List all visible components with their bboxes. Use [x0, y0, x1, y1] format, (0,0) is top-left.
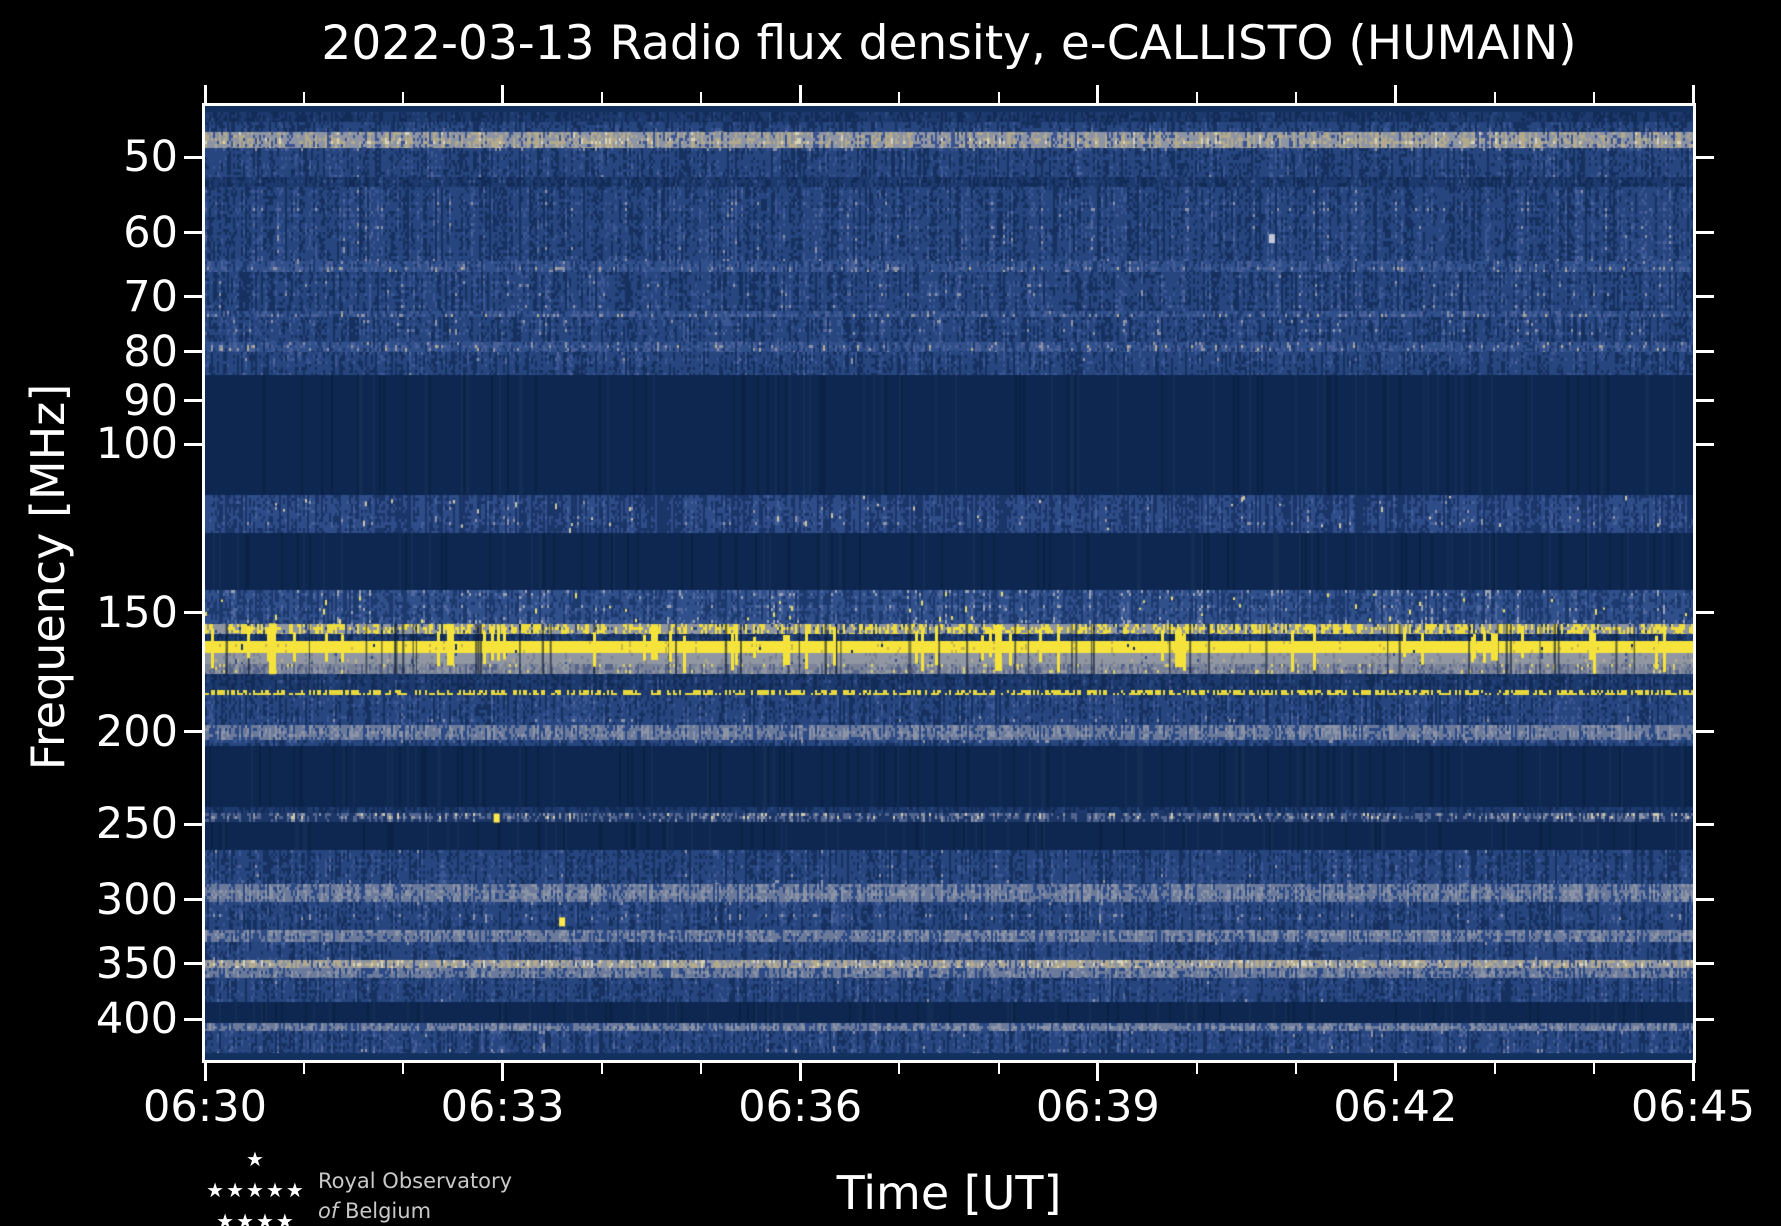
y-major-tick	[184, 231, 202, 235]
y-major-tick	[184, 730, 202, 734]
y-major-tick-right	[1696, 231, 1714, 235]
x-tick-label: 06:33	[440, 1082, 565, 1132]
y-major-tick-right	[1696, 155, 1714, 159]
y-tick-label: 70	[123, 271, 178, 322]
y-major-tick-right	[1696, 1017, 1714, 1021]
x-minor-tick	[1592, 1063, 1595, 1074]
plot-frame	[202, 103, 1696, 1063]
x-minor-tick-top	[303, 92, 306, 103]
y-tick-label: 90	[123, 375, 178, 426]
spectrogram-canvas	[205, 106, 1693, 1060]
x-minor-tick	[1493, 1063, 1496, 1074]
x-minor-tick-top	[700, 92, 702, 103]
y-major-tick	[184, 350, 202, 354]
y-major-tick-right	[1696, 611, 1714, 614]
y-tick-label: 200	[95, 706, 178, 757]
y-tick-label: 300	[95, 874, 178, 925]
x-minor-tick	[1196, 1063, 1198, 1074]
x-minor-tick	[402, 1063, 405, 1074]
rob-logo-text: Royal Observatory of Belgium	[318, 1166, 512, 1226]
rob-logo-line1: Royal Observatory	[318, 1169, 513, 1193]
y-major-tick	[184, 1017, 202, 1021]
y-tick-label: 250	[95, 799, 178, 850]
x-major-tick	[203, 1063, 207, 1081]
y-major-tick-right	[1696, 295, 1714, 299]
y-major-tick	[184, 442, 202, 446]
y-major-tick	[184, 399, 202, 403]
x-major-tick-top	[1393, 85, 1397, 103]
y-major-tick	[184, 962, 202, 966]
x-tick-label: 06:45	[1631, 1082, 1755, 1132]
x-minor-tick-top	[1196, 92, 1198, 103]
y-tick-label: 80	[123, 326, 178, 377]
x-major-tick-top	[1096, 85, 1100, 103]
x-minor-tick	[1295, 1063, 1298, 1074]
x-major-tick-top	[501, 85, 505, 103]
x-tick-label: 06:42	[1333, 1082, 1458, 1132]
x-tick-label: 06:36	[738, 1082, 863, 1132]
x-tick-label: 06:30	[143, 1082, 267, 1132]
y-tick-label: 350	[95, 938, 178, 989]
y-major-tick-right	[1696, 962, 1714, 966]
y-major-tick-right	[1696, 822, 1714, 826]
x-minor-tick	[898, 1063, 901, 1074]
chart-title: 2022-03-13 Radio flux density, e-CALLIST…	[321, 16, 1577, 71]
x-minor-tick	[997, 1063, 1000, 1074]
y-major-tick	[184, 155, 202, 159]
x-minor-tick-top	[1295, 92, 1298, 103]
y-tick-label: 150	[95, 587, 178, 638]
y-major-tick-right	[1696, 898, 1714, 902]
y-major-tick	[184, 295, 202, 299]
rob-logo-line2: of Belgium	[318, 1199, 432, 1223]
y-major-tick-right	[1696, 442, 1714, 446]
rob-logo-stars: ★ ★★★★★ ★★★★	[204, 1144, 308, 1226]
x-minor-tick	[600, 1063, 603, 1074]
x-minor-tick-top	[600, 92, 603, 103]
y-major-tick	[184, 822, 202, 826]
x-major-tick	[1691, 1063, 1695, 1081]
star-row: ★	[246, 1147, 266, 1171]
star-row: ★★★★★	[206, 1178, 306, 1202]
x-major-tick-top	[1691, 85, 1695, 103]
x-major-tick	[501, 1063, 505, 1081]
x-minor-tick-top	[997, 92, 1000, 103]
y-major-tick	[184, 898, 202, 902]
y-major-tick	[184, 611, 202, 614]
x-major-tick-top	[798, 85, 802, 103]
x-minor-tick	[303, 1063, 306, 1074]
x-minor-tick	[700, 1063, 702, 1074]
x-minor-tick-top	[898, 92, 901, 103]
y-tick-label: 50	[123, 132, 178, 183]
x-tick-label: 06:39	[1035, 1082, 1160, 1132]
y-tick-label: 60	[123, 207, 178, 258]
star-row: ★★★★	[216, 1209, 296, 1226]
y-tick-label: 100	[95, 419, 178, 470]
y-major-tick-right	[1696, 399, 1714, 403]
y-tick-label: 400	[95, 994, 178, 1045]
x-major-tick	[1393, 1063, 1397, 1081]
x-axis-label: Time [UT]	[836, 1166, 1062, 1220]
x-minor-tick-top	[1592, 92, 1595, 103]
x-major-tick	[1096, 1063, 1100, 1081]
x-minor-tick-top	[1493, 92, 1496, 103]
y-major-tick-right	[1696, 350, 1714, 354]
y-major-tick-right	[1696, 730, 1714, 734]
x-major-tick	[798, 1063, 802, 1081]
x-minor-tick-top	[402, 92, 405, 103]
x-major-tick-top	[203, 85, 207, 103]
